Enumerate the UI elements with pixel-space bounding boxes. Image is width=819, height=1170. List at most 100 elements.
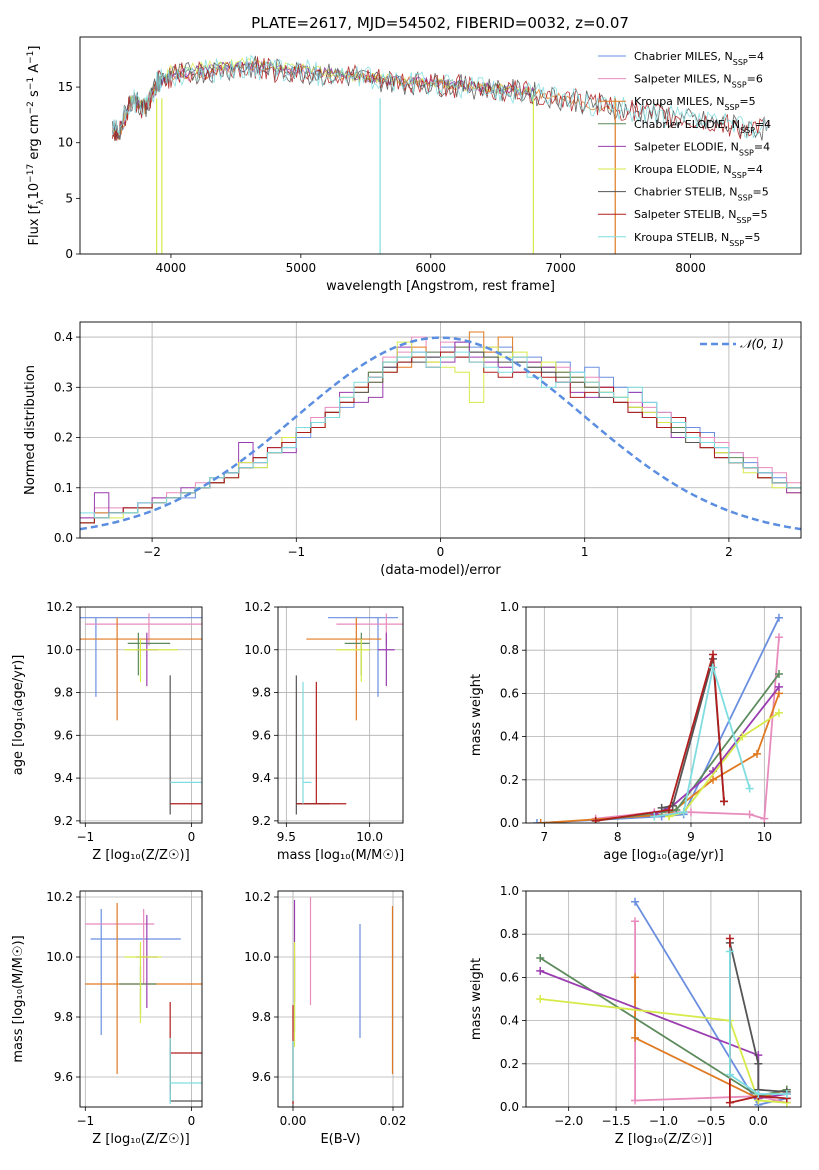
y-tick-label: 9.6 bbox=[54, 728, 73, 742]
x-tick-label: −1 bbox=[76, 1114, 94, 1128]
legend-tail: =4 bbox=[754, 140, 770, 153]
axes-mass_vs_Z: −1 0 9.6 9.8 10.0 10.2 Z [log₁₀(Z/Z☉)] mass [lo… bbox=[11, 890, 203, 1147]
x-axis-label: age [log₁₀(age/yr)] bbox=[603, 848, 724, 863]
weight-marker bbox=[782, 1090, 791, 1099]
legend-text: Chabrier ELODIE, N bbox=[634, 118, 740, 131]
plot-area bbox=[80, 607, 202, 823]
x-tick-label: 0 bbox=[437, 545, 445, 559]
x-tick-label: −1.5 bbox=[602, 1114, 631, 1128]
weight-marker bbox=[631, 897, 640, 906]
legend-tail: =5 bbox=[739, 95, 755, 108]
weight-line bbox=[654, 667, 751, 818]
errorbar-point bbox=[127, 632, 171, 676]
normal-curve bbox=[80, 336, 801, 531]
errorbar-point bbox=[169, 1002, 202, 1092]
y-tick-label: 9.8 bbox=[252, 1010, 271, 1024]
errorbar-point bbox=[296, 681, 347, 805]
weight-marker bbox=[709, 775, 717, 784]
weight-marker bbox=[725, 1098, 734, 1107]
legend-label: Chabrier STELIB, NSSP=5 bbox=[634, 186, 769, 203]
y-tick-label: 0.0 bbox=[54, 531, 73, 545]
x-tick-label: 6000 bbox=[415, 261, 446, 275]
legend-subscript: SSP bbox=[729, 238, 744, 247]
errorbar-point bbox=[169, 1041, 202, 1102]
weight-marker bbox=[775, 669, 783, 678]
y-label-part: −1 bbox=[26, 77, 36, 90]
y-tick-label: 0.0 bbox=[500, 816, 519, 830]
legend-text: Kroupa STELIB, N bbox=[634, 231, 729, 244]
axes-frame bbox=[525, 890, 802, 1108]
weight-line bbox=[668, 712, 780, 818]
y-label-part: λ bbox=[36, 199, 46, 205]
y-tick-label: 0.2 bbox=[500, 773, 519, 787]
errorbar-point bbox=[90, 909, 181, 1035]
x-tick-label: 10.0 bbox=[356, 830, 383, 844]
y-tick-label: 15 bbox=[58, 80, 73, 94]
x-axis-label: wavelength [Angstrom, rest frame] bbox=[326, 279, 555, 294]
y-tick-label: 0.1 bbox=[54, 481, 73, 495]
y-tick-label: 9.6 bbox=[252, 1070, 271, 1084]
histogram-step bbox=[80, 351, 801, 519]
histogram-step bbox=[80, 336, 801, 519]
y-axis-label: mass weight bbox=[469, 958, 484, 1040]
y-label-part: −17 bbox=[26, 164, 36, 183]
legend-subscript: SSP bbox=[732, 171, 747, 180]
y-tick-label: 0.0 bbox=[500, 1100, 519, 1114]
weight-marker bbox=[745, 784, 754, 793]
x-tick-label: 0.0 bbox=[749, 1114, 768, 1128]
errorbar-point bbox=[302, 681, 312, 804]
x-tick-label: 8000 bbox=[675, 261, 706, 275]
x-tick-label: −2.0 bbox=[554, 1114, 583, 1128]
spectrum-line bbox=[112, 54, 769, 139]
legend-text: Chabrier MILES, N bbox=[634, 50, 733, 63]
y-tick-label: 0.6 bbox=[500, 686, 519, 700]
y-tick-label: 0.3 bbox=[54, 380, 73, 394]
weight-marker bbox=[775, 682, 783, 691]
axes-frame bbox=[79, 890, 203, 1108]
legend-label: Kroupa MILES, NSSP=5 bbox=[634, 95, 756, 112]
legend-subscript: SSP bbox=[736, 216, 751, 225]
histogram-step bbox=[80, 341, 801, 524]
y-axis-label: mass weight bbox=[469, 674, 484, 756]
weight-marker bbox=[536, 966, 545, 975]
y-tick-label: 0.8 bbox=[500, 927, 519, 941]
legend-text: Kroupa MILES, N bbox=[634, 95, 724, 108]
errorbar-point bbox=[306, 617, 382, 721]
errorbar-point bbox=[328, 617, 398, 697]
axes-frame bbox=[277, 890, 404, 1108]
errorbar-point bbox=[124, 942, 162, 1023]
axes-frame bbox=[79, 606, 203, 824]
y-tick-label: 10.2 bbox=[244, 890, 271, 904]
weight-line bbox=[536, 617, 780, 823]
legend-text: Salpeter STELIB, N bbox=[634, 208, 736, 221]
weight-marker bbox=[631, 1033, 640, 1042]
legend-subscript: SSP bbox=[724, 103, 739, 112]
weight-marker bbox=[533, 819, 541, 823]
histogram-step bbox=[80, 351, 801, 524]
x-axis-label: Z [log₁₀(Z/Z☉)] bbox=[92, 1132, 189, 1147]
y-tick-label: 9.8 bbox=[54, 1010, 73, 1024]
weight-marker bbox=[631, 1096, 640, 1105]
legend-text: Chabrier STELIB, N bbox=[634, 186, 738, 199]
weight-marker bbox=[665, 806, 673, 815]
weight-marker bbox=[725, 947, 734, 956]
errorbar-point bbox=[80, 617, 202, 697]
legend-subscript: SSP bbox=[739, 148, 754, 157]
weight-marker bbox=[709, 650, 717, 659]
axes-frame bbox=[79, 321, 802, 539]
x-axis-label: mass [log₁₀(M/M☉)] bbox=[277, 848, 404, 863]
weight-marker bbox=[738, 732, 747, 741]
y-label-part: −1 bbox=[26, 51, 36, 64]
weight-marker bbox=[754, 1059, 763, 1068]
plot-area bbox=[80, 322, 801, 538]
errorbar-point bbox=[169, 1038, 202, 1104]
weight-marker bbox=[536, 995, 545, 1003]
x-tick-label: −1 bbox=[76, 830, 94, 844]
y-tick-label: 9.8 bbox=[252, 686, 271, 700]
x-tick-label: 0 bbox=[188, 1114, 196, 1128]
y-tick-label: 10.0 bbox=[46, 643, 73, 657]
y-tick-label: 0.4 bbox=[500, 730, 519, 744]
legend-label: Chabrier MILES, NSSP=4 bbox=[634, 50, 764, 67]
y-tick-label: 9.2 bbox=[252, 814, 271, 828]
x-tick-label: 0.02 bbox=[380, 1114, 407, 1128]
